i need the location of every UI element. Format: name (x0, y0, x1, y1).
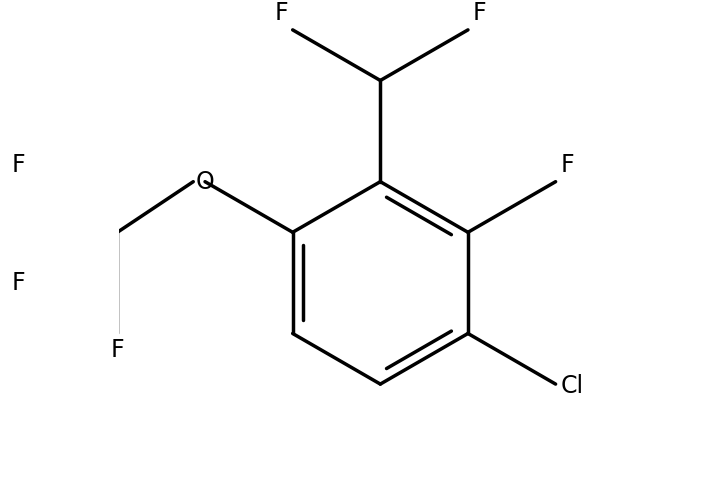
Text: F: F (472, 1, 486, 25)
Text: Cl: Cl (560, 374, 584, 398)
Text: F: F (275, 1, 288, 25)
Text: F: F (11, 271, 25, 295)
Text: F: F (560, 153, 574, 177)
Text: F: F (111, 338, 124, 362)
Text: O: O (196, 170, 215, 194)
Text: F: F (11, 153, 25, 177)
